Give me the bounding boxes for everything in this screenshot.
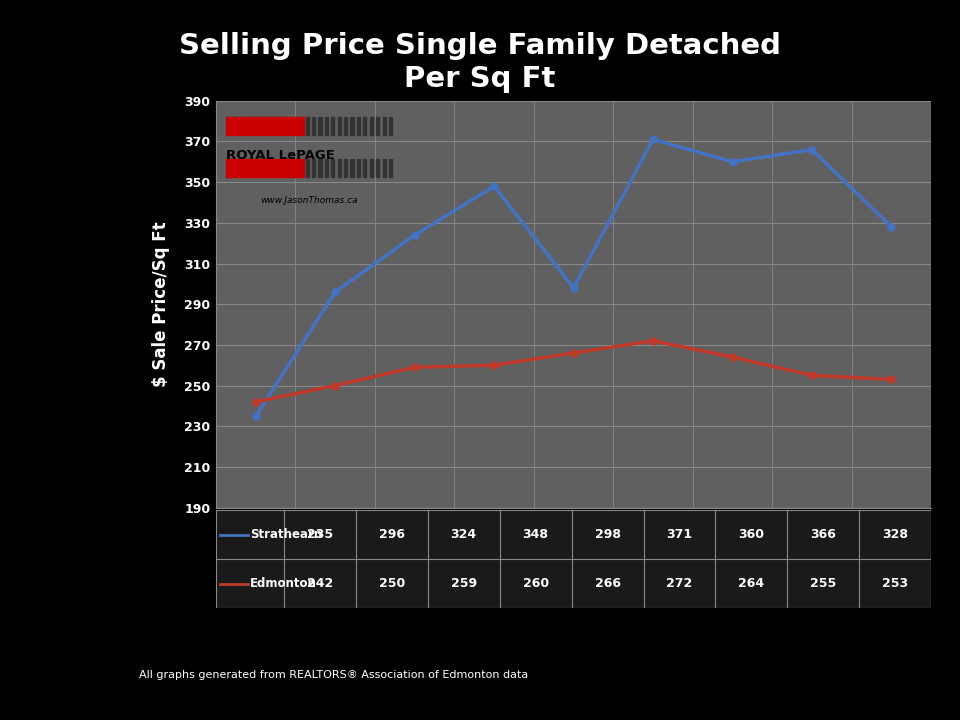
Bar [312, 117, 315, 135]
Text: Edmonton: Edmonton [251, 577, 317, 590]
Bar [324, 159, 328, 177]
Text: Strathearn: Strathearn [251, 528, 323, 541]
Bar [363, 117, 367, 135]
Bar [331, 159, 334, 177]
Text: 235: 235 [307, 528, 333, 541]
Text: 242: 242 [307, 577, 333, 590]
Bar [338, 159, 341, 177]
Text: 348: 348 [522, 528, 549, 541]
Bar [344, 159, 348, 177]
Bar [382, 117, 386, 135]
Text: 266: 266 [594, 577, 620, 590]
Y-axis label: $ Sale Price/Sq Ft: $ Sale Price/Sq Ft [153, 221, 170, 387]
Text: All graphs generated from REALTORS® Association of Edmonton data: All graphs generated from REALTORS® Asso… [139, 670, 528, 680]
Bar [344, 117, 348, 135]
Text: 324: 324 [450, 528, 477, 541]
Bar [216, 559, 931, 608]
Text: 328: 328 [882, 528, 908, 541]
Bar [363, 159, 367, 177]
Bar [389, 159, 392, 177]
Bar [370, 159, 372, 177]
Text: 250: 250 [378, 577, 405, 590]
Text: www.JasonThomas.ca: www.JasonThomas.ca [260, 196, 358, 205]
Bar [331, 117, 334, 135]
Bar [357, 117, 360, 135]
Text: 260: 260 [522, 577, 549, 590]
Bar [389, 117, 392, 135]
Bar [319, 117, 322, 135]
Bar [324, 117, 328, 135]
Bar [370, 117, 372, 135]
Bar [305, 159, 309, 177]
Bar [376, 117, 379, 135]
Text: ROYAL LePAGE: ROYAL LePAGE [227, 150, 335, 163]
Bar [338, 117, 341, 135]
Text: 298: 298 [594, 528, 620, 541]
Text: 264: 264 [738, 577, 764, 590]
Text: 272: 272 [666, 577, 692, 590]
Bar [305, 117, 309, 135]
Bar [350, 159, 353, 177]
Bar [216, 510, 931, 559]
Bar [319, 159, 322, 177]
Text: 255: 255 [810, 577, 836, 590]
Text: 360: 360 [738, 528, 764, 541]
Text: 259: 259 [450, 577, 477, 590]
Bar [376, 159, 379, 177]
Bar [382, 159, 386, 177]
Text: 296: 296 [379, 528, 405, 541]
Bar [350, 117, 353, 135]
Text: Selling Price Single Family Detached
Per Sq Ft: Selling Price Single Family Detached Per… [179, 32, 781, 93]
Text: 253: 253 [882, 577, 908, 590]
Text: 371: 371 [666, 528, 692, 541]
Bar [357, 159, 360, 177]
Bar [312, 159, 315, 177]
Text: 366: 366 [810, 528, 836, 541]
Bar [227, 117, 303, 135]
Bar [227, 159, 303, 177]
